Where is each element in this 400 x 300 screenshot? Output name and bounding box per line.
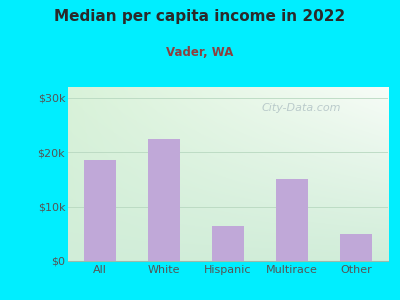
Bar bbox=[212, 226, 244, 261]
Text: City-Data.com: City-Data.com bbox=[262, 103, 341, 113]
Text: Vader, WA: Vader, WA bbox=[166, 46, 234, 59]
Bar bbox=[148, 139, 180, 261]
Bar bbox=[276, 179, 308, 261]
Bar bbox=[84, 160, 116, 261]
Text: Median per capita income in 2022: Median per capita income in 2022 bbox=[54, 9, 346, 24]
Bar bbox=[340, 234, 372, 261]
